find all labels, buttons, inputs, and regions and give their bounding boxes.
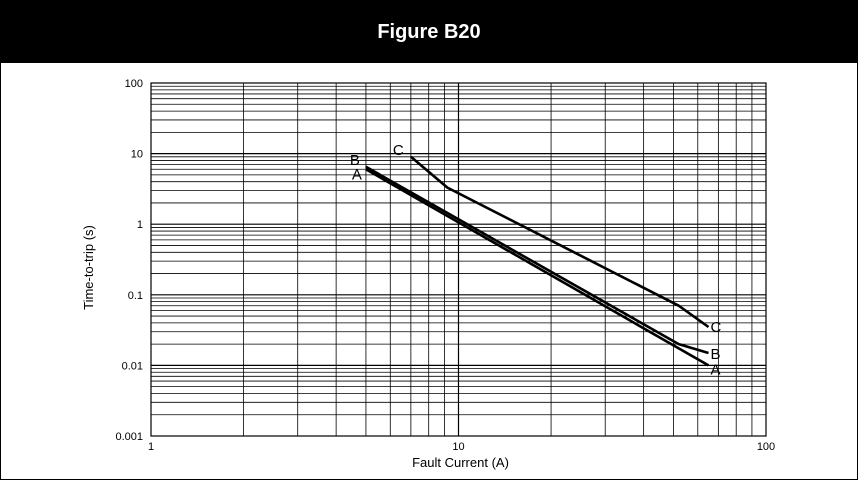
y-tick-label: 10 [131,149,143,161]
y-axis-title: Time-to-trip (s) [81,225,96,310]
plot-area-frame [150,82,767,437]
x-axis-title: Fault Current (A) [412,455,509,470]
curve-b-end-label: B [710,346,720,363]
curve-c [410,155,710,329]
curve-c-start-label: C [393,142,404,159]
y-tick-label: 0.001 [115,431,143,443]
grid [151,83,766,436]
tick-labels: 1 10 100 100 10 1 0.1 0.01 0.001 [115,78,775,453]
y-tick-label: 1 [137,219,143,231]
curve-a [365,168,710,367]
figure-title-bar: Figure B20 [1,1,857,63]
y-tick-label: 100 [125,78,143,90]
y-tick-label: 0.01 [122,360,143,372]
curve-b-start-label: B [350,152,360,169]
curve-a-end-label: A [710,361,720,378]
figure-title: Figure B20 [377,20,481,43]
x-tick-label: 1 [148,441,154,453]
curve-c-end-label: C [710,319,721,336]
curve-a-start-label: A [352,166,362,183]
curves [365,155,710,367]
curve-b [365,165,709,355]
y-tick-label: 0.1 [128,290,143,302]
x-tick-label: 10 [452,441,464,453]
x-tick-label: 100 [757,441,775,453]
